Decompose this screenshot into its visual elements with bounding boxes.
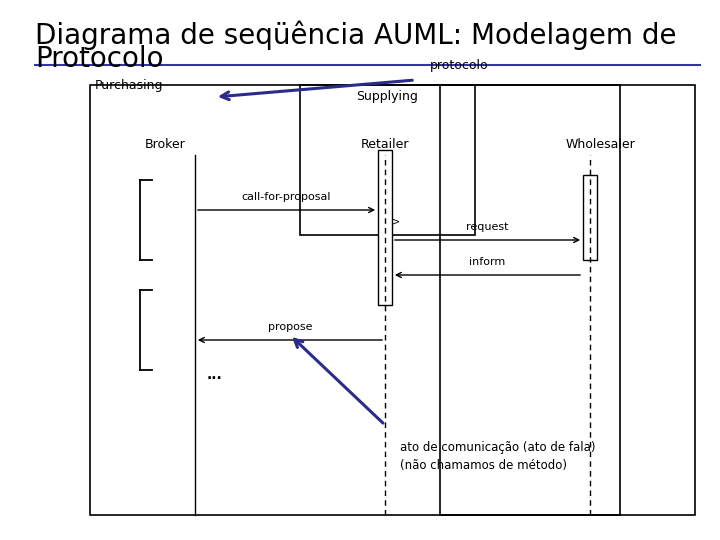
Text: ...: ...: [207, 368, 223, 382]
Text: Protocolo: Protocolo: [35, 45, 163, 73]
Text: ato de comunicação (ato de fala): ato de comunicação (ato de fala): [400, 441, 595, 454]
Text: protocolo: protocolo: [430, 59, 489, 72]
Bar: [300, 85, 475, 235]
Bar: [583, 175, 597, 260]
Text: Wholesaler: Wholesaler: [565, 138, 635, 152]
Text: Supplying: Supplying: [356, 90, 418, 103]
Text: request: request: [467, 222, 509, 232]
Text: inform: inform: [469, 257, 505, 267]
Text: propose: propose: [268, 322, 312, 332]
Text: call-for-proposal: call-for-proposal: [242, 192, 331, 202]
Bar: [440, 85, 695, 515]
Text: Broker: Broker: [145, 138, 185, 152]
Text: Diagrama de seqüência AUML: Modelagem de: Diagrama de seqüência AUML: Modelagem de: [35, 20, 677, 50]
Text: >: >: [392, 217, 400, 227]
Bar: [90, 85, 620, 515]
Text: (não chamamos de método): (não chamamos de método): [400, 459, 567, 472]
Bar: [378, 150, 392, 305]
Text: Retailer: Retailer: [361, 138, 409, 152]
Text: Purchasing: Purchasing: [95, 79, 163, 92]
